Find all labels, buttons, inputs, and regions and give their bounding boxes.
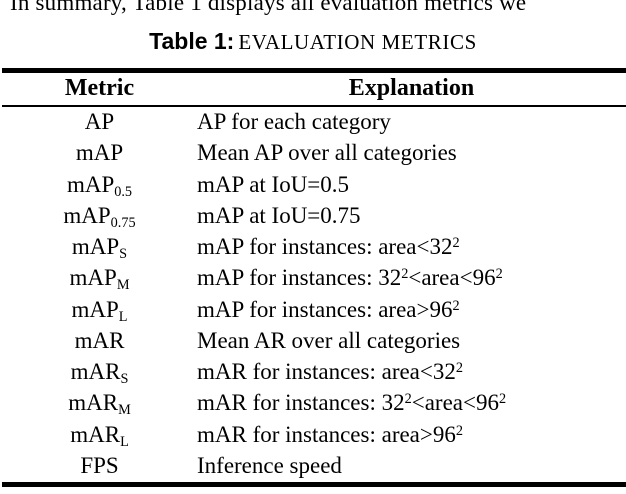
table-row: mARL mAR for instances: area>962	[2, 419, 626, 450]
metric-cell: mARM	[68, 390, 131, 419]
explanation-cell: Inference speed	[197, 452, 342, 478]
metric-cell: mAP0.5	[66, 171, 133, 200]
metric-cell: mAPS	[71, 234, 128, 263]
explanation-cell: mAR for instances: area>962	[197, 421, 463, 447]
table-row: mARM mAR for instances: 322<area<962	[2, 388, 626, 419]
paragraph-text: In summary, Table 1 displays all evaluat…	[10, 0, 527, 15]
superscript: 2	[455, 360, 463, 376]
metric-cell: mAR	[74, 327, 125, 353]
subscript: L	[120, 433, 129, 450]
explanation-cell: mAR for instances: 322<area<962	[197, 390, 507, 416]
table-row: mAPS mAP for instances: area<322	[2, 232, 626, 263]
table-row: AP AP for each category	[2, 106, 626, 138]
table-row: mAPL mAP for instances: area>962	[2, 294, 626, 325]
table-caption-title: EVALUATION METRICS	[238, 30, 477, 54]
explanation-cell: AP for each category	[197, 109, 391, 135]
superscript: 2	[495, 266, 503, 283]
superscript: 2	[452, 297, 460, 314]
superscript: 2	[455, 422, 463, 439]
metric-cell: mAP	[75, 140, 124, 166]
metric-cell: mAPM	[69, 265, 130, 294]
table-caption: Table 1: EVALUATION METRICS	[0, 28, 626, 55]
column-header-metric: Metric	[2, 70, 197, 107]
table-row: mAP0.75 mAP at IoU=0.75	[2, 200, 626, 231]
metric-cell: FPS	[80, 452, 119, 478]
table-row: mAR Mean AR over all categories	[2, 325, 626, 356]
metrics-table-body: AP AP for each category mAP Mean AP over al…	[2, 106, 626, 485]
subscript: S	[120, 371, 129, 388]
metric-cell: AP	[84, 109, 115, 135]
metric-cell: mAP0.75	[63, 202, 136, 231]
superscript: 2	[498, 391, 507, 408]
subscript: M	[118, 402, 131, 419]
table-row: mAP Mean AP over all categories	[2, 138, 626, 169]
explanation-cell: mAP at IoU=0.5	[197, 171, 350, 197]
column-header-explanation: Explanation	[197, 70, 626, 107]
metrics-table: Metric Explanation AP AP for each categor…	[2, 68, 626, 487]
explanation-cell: mAP at IoU=0.75	[197, 202, 361, 228]
table-row: mAP0.5 mAP at IoU=0.5	[2, 169, 626, 200]
superscript: 2	[452, 235, 460, 251]
explanation-cell: mAP for instances: area<322	[197, 234, 460, 260]
metric-cell: mAPL	[71, 296, 128, 325]
explanation-cell: Mean AR over all categories	[197, 327, 461, 353]
explanation-cell: mAR for instances: area<322	[197, 359, 463, 385]
superscript: 2	[404, 391, 412, 408]
metric-cell: mARS	[70, 359, 129, 388]
metric-cell: mARL	[70, 421, 129, 450]
subscript: M	[116, 277, 130, 294]
subscript: 0.75	[110, 214, 136, 231]
explanation-cell: mAP for instances: 322<area<962	[197, 265, 503, 291]
table-caption-label: Table 1:	[149, 28, 235, 54]
table-row: mARS mAR for instances: area<322	[2, 357, 626, 388]
explanation-cell: Mean AP over all categories	[197, 140, 457, 166]
table-row: mAPM mAP for instances: 322<area<962	[2, 263, 626, 294]
explanation-cell: mAP for instances: area>962	[197, 296, 460, 322]
subscript: 0.5	[114, 183, 133, 200]
subscript: L	[118, 308, 128, 325]
table-header-row: Metric Explanation	[2, 70, 626, 107]
superscript: 2	[401, 266, 409, 283]
table-row: FPS Inference speed	[2, 450, 626, 484]
subscript: S	[119, 246, 128, 263]
